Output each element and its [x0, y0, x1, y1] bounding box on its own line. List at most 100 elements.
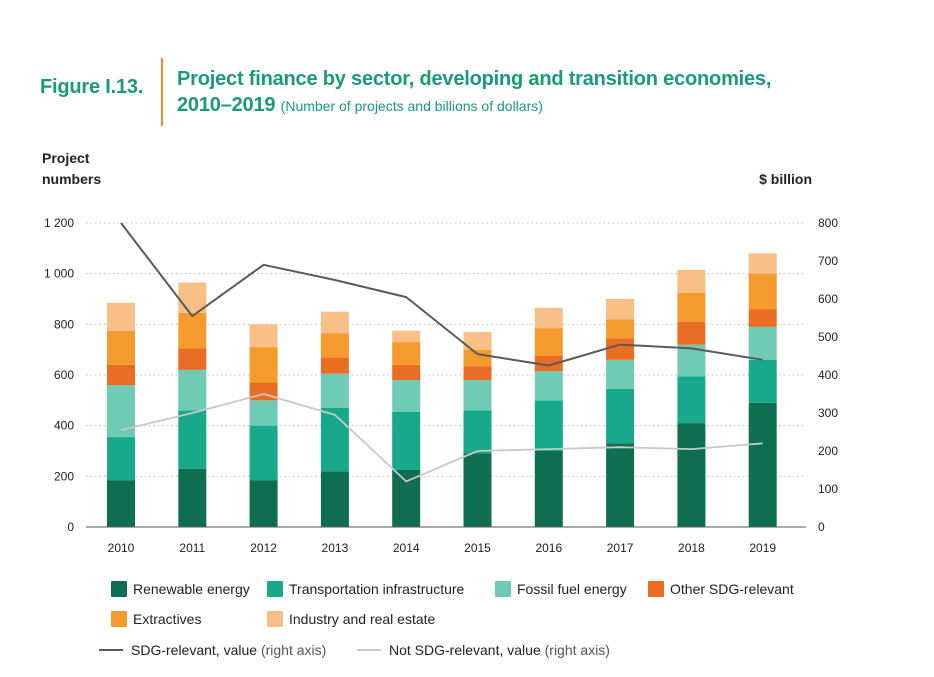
x-axis-tick-label: 2014 — [393, 541, 420, 555]
bar-segment — [249, 324, 278, 348]
bar-segment — [107, 330, 135, 365]
x-axis-tick-label: 2013 — [322, 541, 349, 555]
bar-segment — [463, 331, 492, 350]
legend-swatch-renewable — [111, 581, 127, 597]
legend-note-not-sdg: (right axis) — [544, 642, 610, 658]
bar-segment — [320, 333, 349, 358]
legend-label-industry: Industry and real estate — [289, 611, 436, 627]
bar-segment — [249, 425, 278, 481]
x-axis-tick-label: 2017 — [607, 541, 634, 555]
sdg-relevant-line — [120, 222, 763, 367]
right-axis-tick-label: 200 — [818, 444, 838, 458]
legend-label-other: Other SDG-relevant — [670, 581, 794, 597]
legend-label-transport: Transportation infrastructure — [289, 581, 465, 597]
bar-segment — [748, 326, 777, 360]
left-axis-tick-label: 1 200 — [44, 216, 74, 230]
bar-segment — [107, 364, 135, 386]
figure-title-line1: Project finance by sector, developing an… — [177, 68, 772, 90]
bar-segment — [606, 443, 635, 527]
right-axis-tick-label: 800 — [818, 216, 838, 230]
bar-segment — [178, 282, 207, 313]
bar-segment — [107, 302, 135, 331]
figure-title: Project finance by sector, developing an… — [177, 66, 817, 119]
left-axis-title-line1: Project — [42, 150, 90, 166]
figure-subtitle: (Number of projects and billions of doll… — [280, 98, 543, 114]
right-axis-tick-label: 600 — [818, 292, 838, 306]
bar-segment — [534, 356, 563, 372]
bar-group — [107, 253, 777, 527]
x-axis-tick-label: 2016 — [535, 541, 562, 555]
legend-label-extractives: Extractives — [133, 611, 202, 627]
left-axis-tick-label: 200 — [54, 469, 74, 483]
legend-swatch-extractives — [111, 611, 127, 627]
bar-segment — [534, 307, 563, 329]
bar-segment — [463, 453, 492, 527]
bar-segment — [606, 299, 635, 320]
bar-segment — [463, 410, 492, 454]
bar-segment — [392, 364, 421, 381]
bar-segment — [392, 411, 421, 470]
right-axis-tick-label: 0 — [818, 520, 825, 534]
bar-segment — [677, 423, 706, 527]
bar-segment — [534, 328, 563, 356]
legend-sdg-line: SDG-relevant, value (right axis) — [99, 642, 326, 658]
x-axis-tick-label: 2012 — [250, 541, 277, 555]
legend-not-sdg-line: Not SDG-relevant, value (right axis) — [357, 642, 610, 658]
bar-segment — [534, 400, 563, 451]
bar-segment — [606, 338, 635, 360]
left-axis-tick-label: 800 — [54, 317, 74, 331]
legend-line-sdg — [99, 649, 123, 651]
bar-segment — [534, 371, 563, 401]
legend-swatch-transport — [267, 581, 283, 597]
legend-label-not-sdg-line: Not SDG-relevant, value — [389, 642, 541, 658]
bar-segment — [107, 437, 135, 481]
x-axis-tick-label: 2010 — [108, 541, 135, 555]
bar-segment — [463, 380, 492, 411]
legend-renewable: Renewable energy — [111, 581, 250, 597]
bar-segment — [178, 312, 207, 349]
legend-swatch-industry — [267, 611, 283, 627]
bar-segment — [748, 309, 777, 327]
legend-swatch-fossil — [495, 581, 511, 597]
legend-line-not-sdg — [357, 649, 381, 651]
legend-label-renewable: Renewable energy — [133, 581, 250, 597]
bar-segment — [748, 359, 777, 403]
figure-label: Figure I.13. — [40, 76, 144, 98]
bar-segment — [677, 321, 706, 345]
bar-segment — [606, 359, 635, 389]
bar-segment — [107, 480, 135, 527]
bar-segment — [534, 451, 563, 527]
bar-segment — [320, 373, 349, 408]
bar-segment — [392, 470, 421, 527]
bar-segment — [677, 376, 706, 424]
legend-other: Other SDG-relevant — [648, 581, 794, 597]
bar-segment — [748, 273, 777, 310]
bar-segment — [748, 253, 777, 274]
bar-segment — [606, 388, 635, 444]
bar-segment — [677, 269, 706, 293]
right-axis-tick-label: 700 — [818, 254, 838, 268]
legend-swatch-other — [648, 581, 664, 597]
legend-label-sdg-line: SDG-relevant, value — [131, 642, 258, 658]
bar-segment — [748, 402, 777, 527]
left-axis-tick-label: 400 — [54, 419, 74, 433]
bar-segment — [249, 347, 278, 383]
bar-segment — [463, 366, 492, 381]
left-axis-tick-label: 600 — [54, 368, 74, 382]
bar-segment — [178, 410, 207, 469]
left-axis-tick-label: 0 — [67, 520, 74, 534]
bar-segment — [677, 292, 706, 322]
bar-segment — [178, 348, 207, 370]
figure-title-years: 2010–2019 — [177, 94, 276, 116]
bar-segment — [606, 319, 635, 339]
legend-industry: Industry and real estate — [267, 611, 435, 627]
bar-segment — [320, 357, 349, 374]
bar-segment — [178, 468, 207, 527]
bar-segment — [392, 330, 421, 343]
axes: 0 200 400 600 800 1 000 1 200 0 100 200 300 400 500 6… — [44, 216, 838, 555]
bar-segment — [320, 407, 349, 472]
bar-segment — [249, 480, 278, 527]
bar-segment — [320, 471, 349, 527]
bar-segment — [392, 380, 421, 412]
